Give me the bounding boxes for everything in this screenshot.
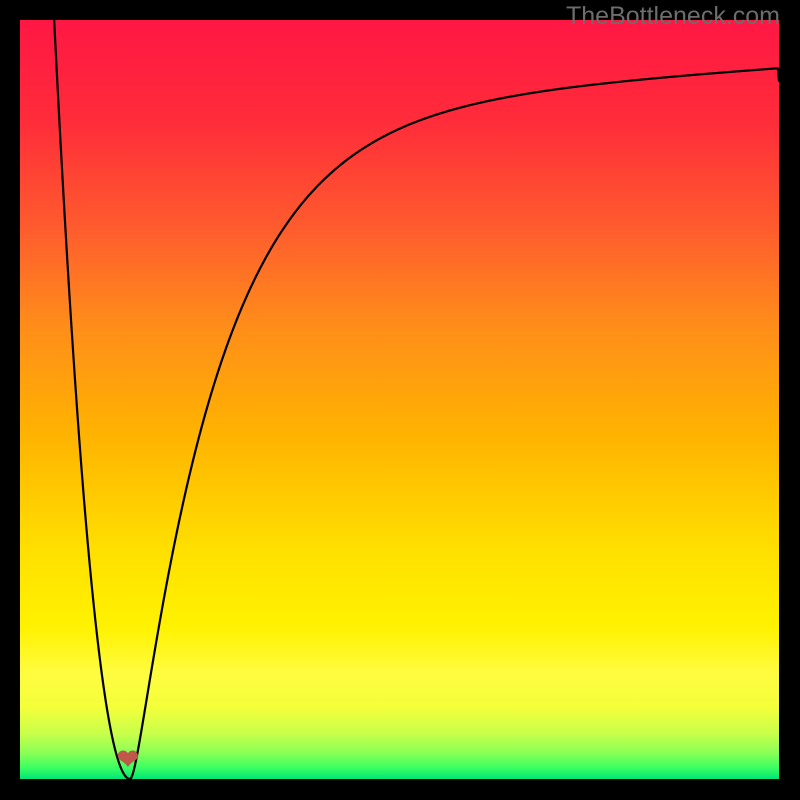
plot-area: ❤	[20, 20, 779, 779]
optimal-point-marker: ❤	[117, 747, 139, 773]
bottleneck-curve	[20, 20, 779, 779]
watermark-label: TheBottleneck.com	[566, 2, 780, 31]
chart-stage: ❤ TheBottleneck.com	[0, 0, 800, 800]
curve-path	[54, 20, 779, 779]
